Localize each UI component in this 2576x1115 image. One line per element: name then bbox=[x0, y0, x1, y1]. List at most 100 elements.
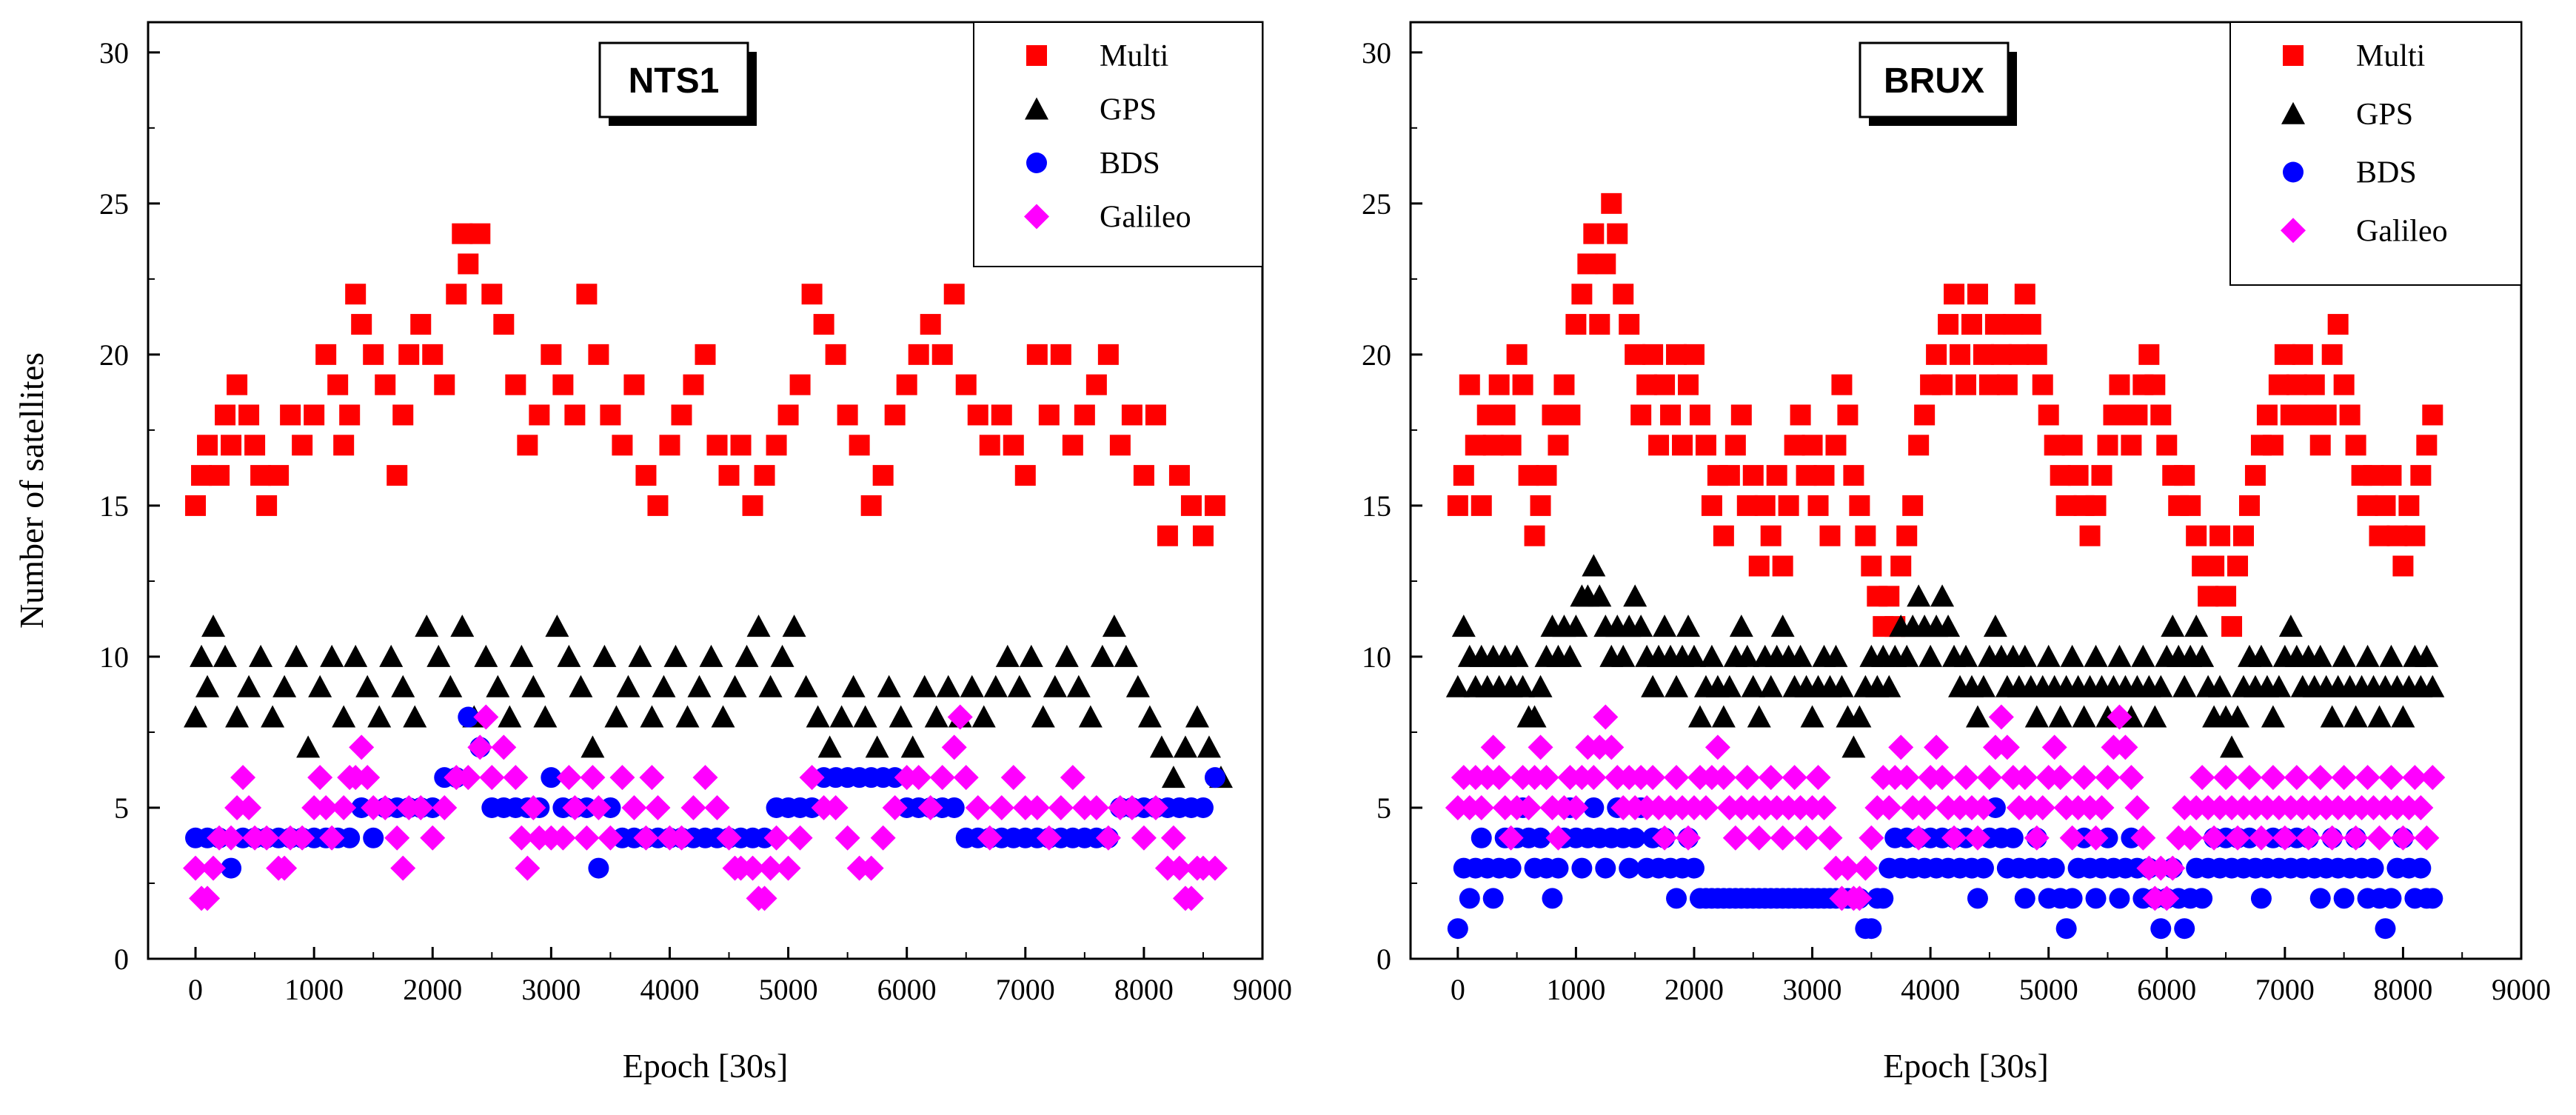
data-point-galileo bbox=[467, 734, 493, 760]
data-point-bds bbox=[1542, 888, 1563, 909]
data-point-multi bbox=[2292, 344, 2313, 365]
data-point-gps bbox=[2266, 674, 2291, 697]
data-point-multi bbox=[1642, 344, 1664, 365]
data-point-multi bbox=[1855, 525, 1876, 546]
x-tick-label: 5000 bbox=[759, 973, 818, 1006]
data-point-gps bbox=[1800, 705, 1824, 728]
data-point-multi bbox=[2067, 465, 2089, 486]
data-point-multi bbox=[1014, 465, 1036, 486]
plot-frame bbox=[147, 21, 1264, 960]
data-point-multi bbox=[2357, 495, 2378, 516]
data-point-galileo bbox=[988, 794, 1014, 820]
x-tick-label: 0 bbox=[188, 973, 203, 1006]
data-point-gps bbox=[1682, 644, 1706, 667]
data-point-gps bbox=[900, 735, 925, 758]
data-point-multi bbox=[1636, 374, 1658, 395]
data-point-multi bbox=[931, 344, 953, 365]
data-point-gps bbox=[2084, 644, 2108, 667]
data-point-galileo bbox=[432, 794, 458, 820]
data-point-multi bbox=[1730, 404, 1752, 426]
data-point-multi bbox=[2138, 344, 2160, 365]
data-point-galileo bbox=[1994, 734, 2020, 760]
data-point-bds bbox=[1204, 767, 1225, 788]
data-point-multi bbox=[1944, 284, 1965, 305]
data-point-multi bbox=[541, 344, 562, 365]
data-point-galileo bbox=[1924, 734, 1950, 760]
data-point-multi bbox=[908, 344, 929, 365]
data-point-galileo bbox=[2130, 825, 2156, 851]
data-point-multi bbox=[1678, 374, 1699, 395]
data-point-multi bbox=[1890, 555, 1912, 577]
data-point-galileo bbox=[1894, 765, 1920, 791]
data-point-multi bbox=[1896, 525, 1918, 546]
data-point-galileo bbox=[858, 855, 884, 881]
data-point-gps bbox=[2415, 644, 2439, 667]
data-point-bds bbox=[2044, 857, 2065, 879]
data-point-multi bbox=[529, 404, 550, 426]
data-point-multi bbox=[2262, 435, 2284, 456]
data-point-multi bbox=[2381, 465, 2402, 486]
data-point-galileo bbox=[313, 794, 339, 820]
data-point-bds bbox=[2250, 888, 2272, 909]
data-point-multi bbox=[1488, 374, 1510, 395]
legend-marker-gps bbox=[2281, 101, 2305, 124]
data-point-gps bbox=[509, 644, 534, 667]
data-point-multi bbox=[2345, 435, 2366, 456]
data-point-gps bbox=[628, 644, 652, 667]
data-point-multi bbox=[1843, 465, 1864, 486]
data-point-galileo bbox=[586, 794, 612, 820]
data-point-multi bbox=[695, 344, 716, 365]
y-tick-label: 20 bbox=[99, 338, 129, 372]
data-point-multi bbox=[623, 374, 645, 395]
data-point-bds bbox=[943, 797, 965, 818]
x-axis-title: Epoch [30s] bbox=[623, 1047, 789, 1085]
y-tick-label: 25 bbox=[99, 187, 129, 221]
data-point-multi bbox=[2150, 404, 2172, 426]
data-point-gps bbox=[1676, 615, 1700, 637]
data-point-gps bbox=[533, 705, 558, 728]
series-galileo bbox=[1445, 704, 2446, 911]
data-point-galileo bbox=[1710, 765, 1736, 791]
data-point-multi bbox=[387, 465, 408, 486]
data-point-galileo bbox=[1847, 885, 1873, 911]
data-point-gps bbox=[2379, 644, 2403, 667]
data-point-multi bbox=[813, 314, 834, 335]
data-point-multi bbox=[754, 465, 775, 486]
data-point-gps bbox=[1564, 615, 1588, 637]
data-point-gps bbox=[320, 644, 344, 667]
data-point-multi bbox=[1459, 374, 1480, 395]
data-point-multi bbox=[777, 404, 799, 426]
data-point-multi bbox=[1542, 404, 1563, 426]
data-point-galileo bbox=[408, 794, 434, 820]
data-point-gps bbox=[1114, 644, 1138, 667]
data-point-galileo bbox=[272, 855, 298, 881]
data-point-gps bbox=[1197, 735, 1221, 758]
data-point-gps bbox=[2013, 644, 2037, 667]
data-point-gps bbox=[983, 674, 1008, 697]
data-point-gps bbox=[2391, 705, 2415, 728]
legend-label-galileo: Galileo bbox=[1100, 201, 1191, 235]
data-point-gps bbox=[2226, 705, 2250, 728]
data-point-multi bbox=[1157, 525, 1178, 546]
legend-marker-bds bbox=[1026, 153, 1047, 173]
data-point-gps bbox=[652, 674, 676, 697]
data-point-gps bbox=[2072, 705, 2096, 728]
data-point-galileo bbox=[1000, 765, 1026, 791]
data-point-multi bbox=[1666, 344, 1687, 365]
data-point-galileo bbox=[2414, 825, 2440, 851]
data-point-gps bbox=[237, 674, 261, 697]
data-point-multi bbox=[2026, 344, 2047, 365]
data-point-galileo bbox=[704, 794, 730, 820]
data-point-galileo bbox=[953, 765, 979, 791]
x-tick-label: 7000 bbox=[996, 973, 1055, 1006]
data-point-multi bbox=[860, 495, 882, 516]
data-point-galileo bbox=[2236, 765, 2262, 791]
data-point-galileo bbox=[355, 765, 381, 791]
data-point-multi bbox=[1518, 465, 1539, 486]
x-tick-label: 2000 bbox=[1665, 973, 1724, 1006]
series-gps bbox=[1445, 554, 2445, 758]
data-point-multi bbox=[1831, 374, 1853, 395]
data-point-multi bbox=[1133, 465, 1154, 486]
data-point-multi bbox=[1849, 495, 1870, 516]
data-point-gps bbox=[1735, 644, 1759, 667]
